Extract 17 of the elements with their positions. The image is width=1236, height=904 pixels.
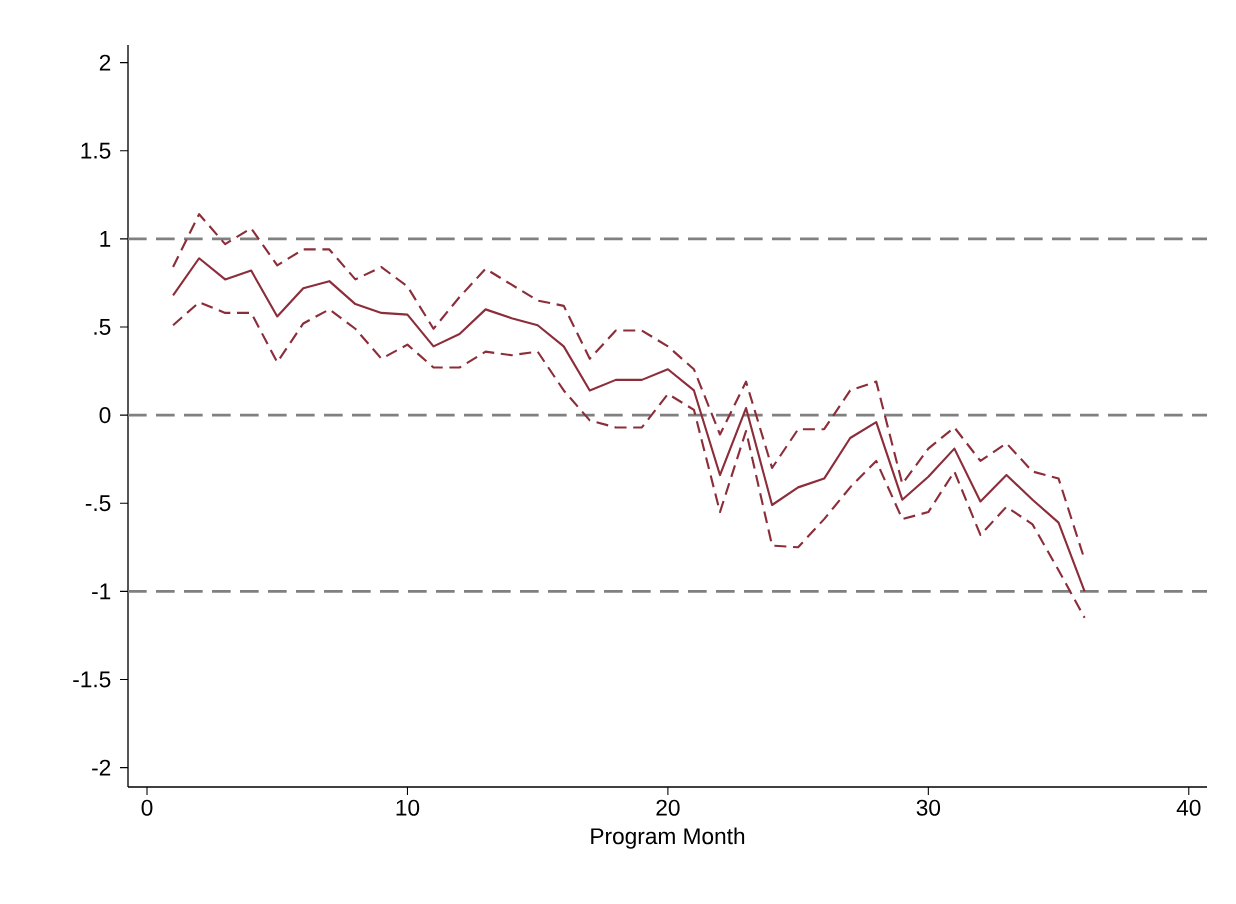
y-tick-label: -2 xyxy=(92,759,111,776)
x-tick-label: 40 xyxy=(1176,799,1201,816)
x-tick-label: 10 xyxy=(396,799,420,816)
y-tick-label: -1 xyxy=(92,583,111,600)
y-tick-label: .5 xyxy=(94,319,111,335)
x-tick-label: 0 xyxy=(141,799,153,816)
x-axis-title: Program Month xyxy=(591,827,745,849)
x-tick-label: 30 xyxy=(916,799,941,816)
y-tick-label: 1 xyxy=(100,231,111,247)
y-tick-label: -.5 xyxy=(85,495,111,512)
line-series xyxy=(171,301,1086,619)
y-tick-label: -1.5 xyxy=(73,671,111,688)
x-tick-label: 20 xyxy=(656,799,680,816)
y-tick-label: 0 xyxy=(99,407,111,424)
line-series xyxy=(171,257,1086,593)
y-tick-label: 2 xyxy=(99,54,111,71)
y-tick-label: 1.5 xyxy=(81,142,111,159)
